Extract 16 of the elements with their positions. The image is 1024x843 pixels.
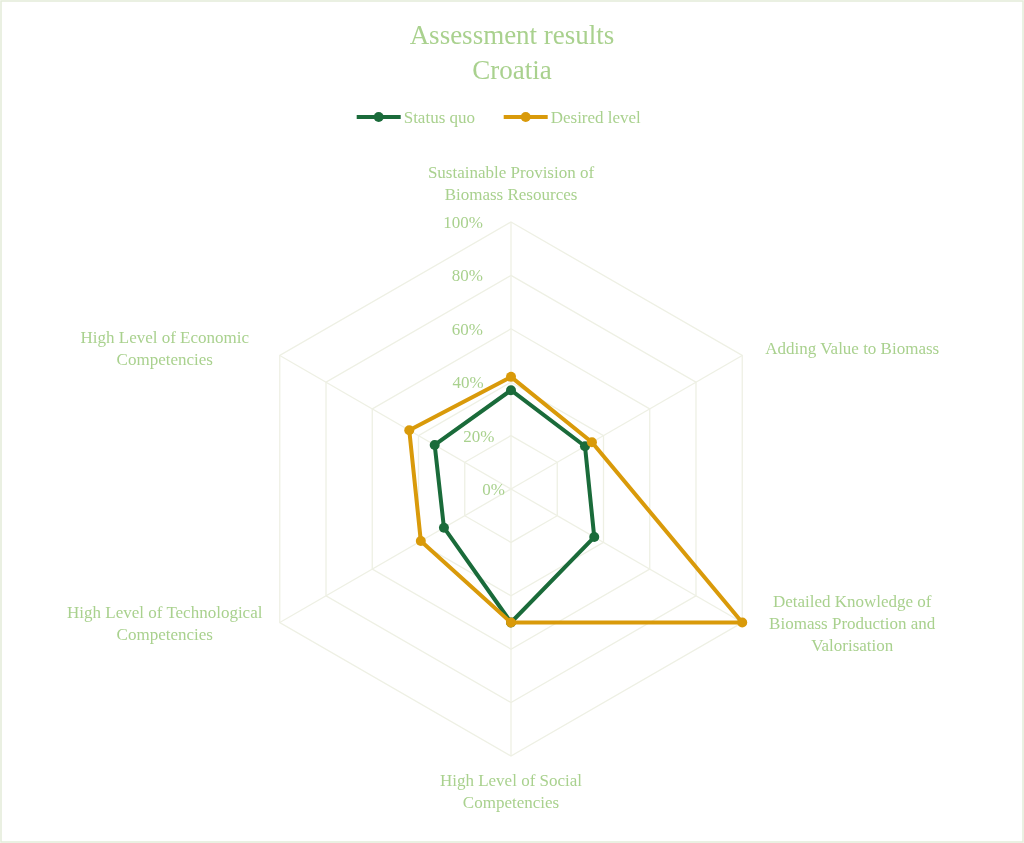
y-tick-label: 40% xyxy=(452,373,484,393)
spoke-label: Sustainable Provision of Biomass Resources xyxy=(427,163,595,204)
spoke-label: Detailed Knowledge of Biomass Production and Valorisation xyxy=(769,591,936,655)
spoke-label: High Level of Technological Competencies xyxy=(67,602,263,644)
spoke-label: High Level of Social Competencies xyxy=(439,771,583,812)
y-tick-label: 60% xyxy=(451,319,483,339)
legend-label: Status quo xyxy=(403,108,476,127)
spoke-label: Adding Value to Biomass xyxy=(765,338,940,358)
chart-subtitle: Croatia xyxy=(472,55,552,85)
chart-title: Assessment results xyxy=(409,20,615,50)
legend-label: Desired level xyxy=(550,108,642,127)
y-tick-label: 80% xyxy=(451,266,483,286)
spoke-label: High Level of Economic Competencies xyxy=(80,327,250,369)
y-tick-label: 20% xyxy=(463,426,495,446)
y-tick-label: 0% xyxy=(482,480,505,499)
y-tick-label: 100% xyxy=(443,213,483,232)
